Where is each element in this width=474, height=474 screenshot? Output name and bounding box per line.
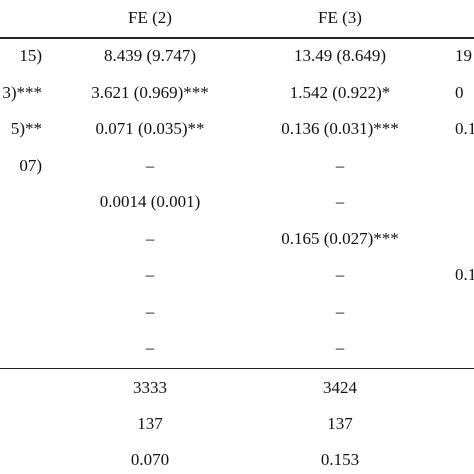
table-cell: –	[335, 338, 345, 357]
table-cell: FE (3)	[318, 8, 362, 27]
table-cell: 5)**	[10, 119, 42, 138]
table-cell: 3)***	[2, 82, 42, 102]
table-cell: 0.1	[455, 119, 474, 138]
table-cell: –	[335, 301, 345, 321]
table-cell: 0.136 (0.031)***	[281, 119, 399, 138]
table-cell: 19	[455, 46, 472, 65]
table-cell: 0.1	[455, 265, 474, 284]
table-cell: 137	[327, 414, 353, 433]
table-cell: 3424	[323, 378, 357, 397]
table-cell: –	[335, 265, 345, 284]
table-cell: –	[145, 228, 155, 248]
table-cell: –	[145, 265, 155, 284]
table-cell: 0.165 (0.027)***	[281, 228, 399, 248]
table-cell: 137	[137, 414, 163, 433]
table-cell: 8.439 (9.747)	[103, 46, 197, 65]
table-cell: –	[335, 155, 345, 175]
table-cell: 0.070	[130, 450, 170, 469]
header-rule	[0, 37, 474, 39]
table-cell: FE (2)	[128, 8, 172, 27]
table-cell: 1.542 (0.922)*	[289, 82, 391, 102]
table-cell: 0.0014 (0.001)	[99, 192, 201, 211]
table-cell: 13.49 (8.649)	[293, 46, 387, 65]
section-rule	[0, 368, 474, 369]
table-cell: 3333	[133, 378, 167, 397]
table-cell: 0	[455, 82, 464, 102]
table-cell: 3.621 (0.969)***	[91, 82, 209, 102]
table-cell: 15)	[19, 46, 42, 65]
table-cell: –	[145, 155, 155, 175]
table-cell: –	[335, 192, 345, 211]
table-cell: 0.071 (0.035)**	[95, 119, 205, 138]
table-cell: 0.153	[320, 450, 360, 469]
table-cell: 07)	[19, 155, 42, 175]
table-cell: –	[145, 301, 155, 321]
table-cell: –	[145, 338, 155, 357]
